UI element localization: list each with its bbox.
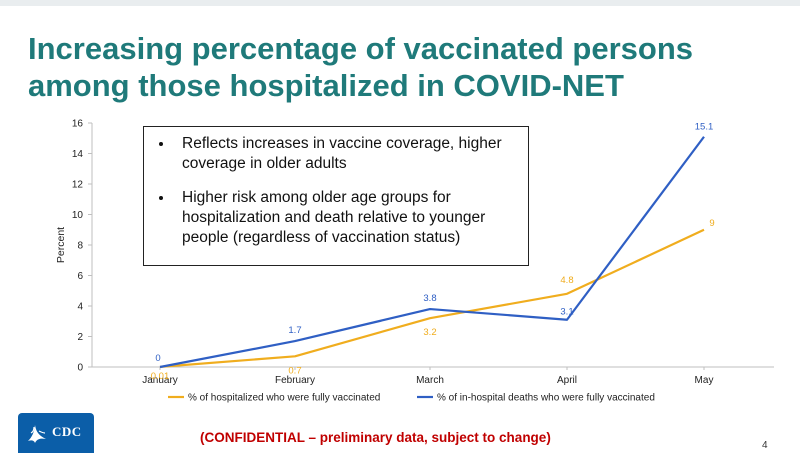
data-label-series-1: 3.2 — [423, 327, 436, 338]
slide-title-line-1: Increasing percentage of vaccinated pers… — [28, 31, 694, 66]
data-label-series-2: 3.8 — [423, 293, 436, 304]
data-label-series-2: 15.1 — [695, 122, 714, 133]
y-tick-label: 4 — [77, 302, 83, 313]
data-label-series-1: 4.8 — [560, 275, 573, 286]
slide-title: Increasing percentage of vaccinated pers… — [28, 30, 768, 104]
callout-bullet-2: Higher risk among older age groups for h… — [174, 187, 518, 248]
y-axis-label: Percent — [55, 227, 67, 263]
page-number: 4 — [762, 440, 768, 451]
x-tick-label: May — [695, 375, 714, 386]
callout-bullet-1: Reflects increases in vaccine coverage, … — [174, 133, 518, 174]
y-tick-label: 10 — [72, 210, 84, 221]
y-tick-label: 2 — [77, 332, 83, 343]
series-line-2 — [159, 136, 705, 369]
data-label-series-2: 3.1 — [560, 307, 573, 318]
callout-box: Reflects increases in vaccine coverage, … — [143, 126, 529, 266]
hhs-eagle-icon — [28, 425, 46, 443]
data-label-series-1: 0.01 — [151, 371, 170, 382]
cdc-logo-text: CDC — [52, 424, 82, 439]
y-tick-label: 12 — [72, 180, 84, 191]
y-tick-label: 0 — [77, 363, 83, 374]
slide-top-bar — [0, 0, 800, 6]
legend-label-2: % of in-hospital deaths who were fully v… — [437, 393, 655, 404]
series-line-1 — [159, 228, 705, 368]
y-tick-label: 8 — [77, 241, 83, 252]
data-label-series-2: 0 — [155, 353, 160, 364]
confidential-note: (CONFIDENTIAL – preliminary data, subjec… — [200, 430, 551, 445]
y-tick-label: 14 — [72, 149, 84, 160]
cdc-logo: CDC — [18, 413, 94, 453]
legend-label-1: % of hospitalized who were fully vaccina… — [188, 393, 380, 404]
x-tick-label: January — [142, 375, 178, 386]
slide-title-line-2: among those hospitalized in COVID-NET — [28, 68, 624, 103]
y-tick-label: 6 — [77, 271, 83, 282]
x-tick-label: April — [557, 375, 577, 386]
data-label-series-1: 9 — [709, 218, 714, 229]
x-tick-label: February — [275, 375, 315, 386]
callout-bullet-list: Reflects increases in vaccine coverage, … — [156, 133, 518, 248]
data-label-series-2: 1.7 — [288, 325, 301, 336]
data-label-series-1: 0.7 — [288, 365, 301, 376]
y-tick-label: 16 — [72, 119, 84, 130]
x-tick-label: March — [416, 375, 444, 386]
